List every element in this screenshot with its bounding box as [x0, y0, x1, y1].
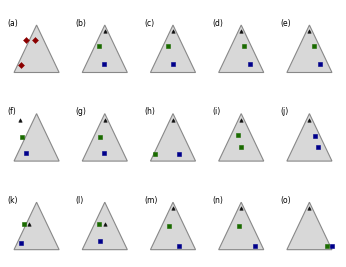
Text: (h): (h) — [144, 107, 155, 116]
Polygon shape — [82, 25, 127, 73]
Polygon shape — [219, 202, 264, 250]
Text: (a): (a) — [8, 18, 18, 28]
Polygon shape — [82, 202, 127, 250]
Polygon shape — [219, 114, 264, 161]
Text: (j): (j) — [280, 107, 289, 116]
Text: (o): (o) — [280, 196, 291, 205]
Text: (k): (k) — [8, 196, 18, 205]
Polygon shape — [287, 114, 332, 161]
Polygon shape — [219, 25, 264, 73]
Text: (f): (f) — [8, 107, 16, 116]
Polygon shape — [14, 202, 59, 250]
Text: (l): (l) — [76, 196, 84, 205]
Text: (g): (g) — [76, 107, 86, 116]
Polygon shape — [14, 114, 59, 161]
Polygon shape — [82, 114, 127, 161]
Text: (c): (c) — [144, 18, 154, 28]
Polygon shape — [287, 25, 332, 73]
Polygon shape — [151, 202, 195, 250]
Polygon shape — [151, 25, 195, 73]
Polygon shape — [14, 25, 59, 73]
Text: (m): (m) — [144, 196, 157, 205]
Text: (i): (i) — [212, 107, 220, 116]
Polygon shape — [151, 114, 195, 161]
Text: (d): (d) — [212, 18, 223, 28]
Text: (e): (e) — [280, 18, 291, 28]
Text: (b): (b) — [76, 18, 86, 28]
Polygon shape — [287, 202, 332, 250]
Text: (n): (n) — [212, 196, 223, 205]
